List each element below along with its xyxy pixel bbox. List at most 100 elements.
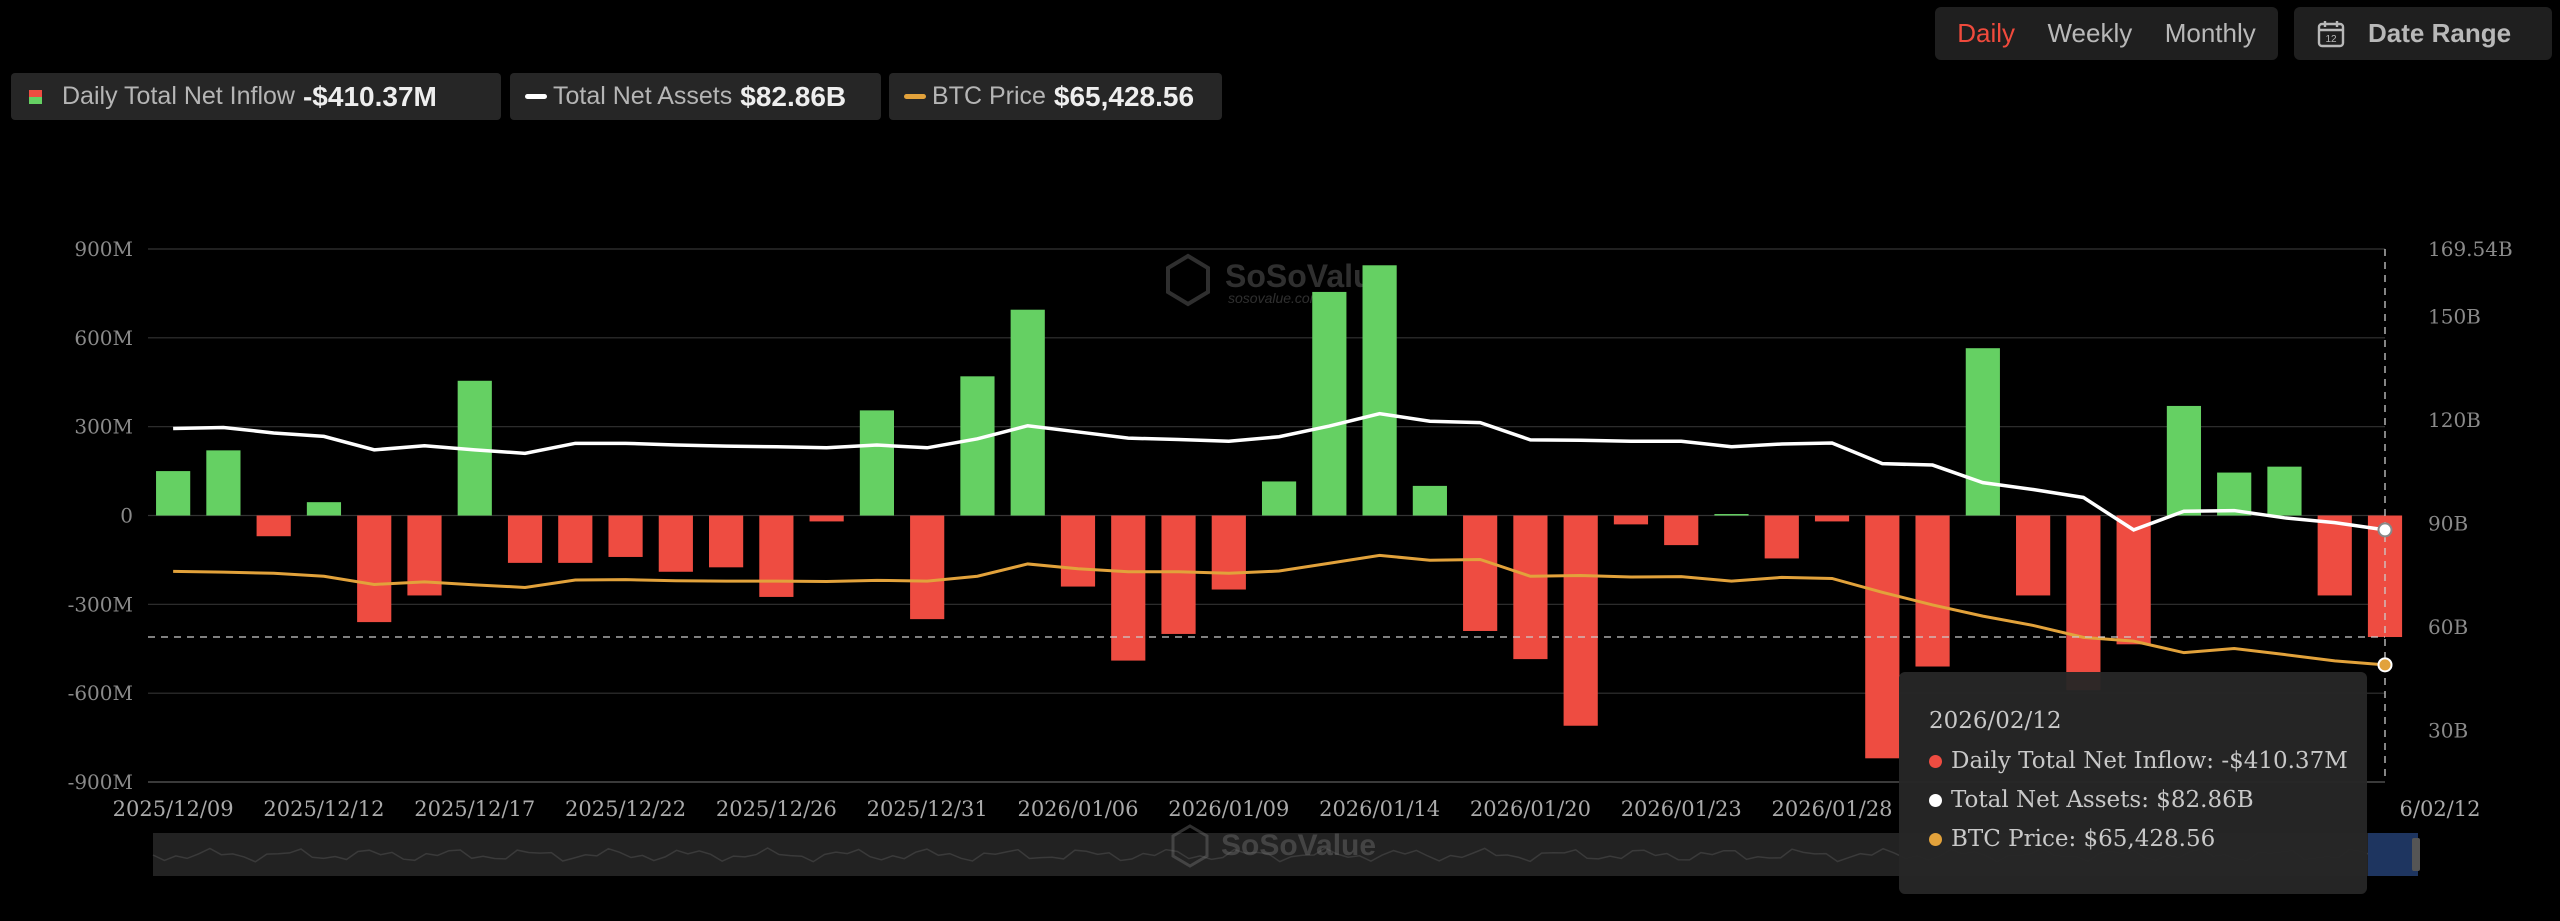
inflow-bar[interactable] — [1915, 515, 1950, 667]
svg-text:12: 12 — [2325, 34, 2337, 45]
tooltip-assets: Total Net Assets: $82.86B — [1951, 787, 2254, 813]
inflow-bar[interactable] — [1312, 291, 1347, 516]
legend-inflow-name: Daily Total Net Inflow — [62, 82, 295, 110]
inflow-bar[interactable] — [1261, 481, 1297, 516]
left-axis-tick: 900M — [74, 237, 133, 261]
inflow-bar[interactable] — [2016, 515, 2051, 596]
assets-dot-icon — [1929, 793, 1942, 807]
assets-hover-marker — [2377, 522, 2393, 538]
legend-btc-value: $65,428.56 — [1053, 80, 1195, 112]
inflow-bar[interactable] — [1563, 515, 1598, 726]
range-daily-button[interactable]: Daily — [1957, 18, 2016, 48]
inflow-bar[interactable] — [1211, 515, 1246, 590]
legend-inflow-value: -$410.37M — [302, 80, 437, 112]
inflow-bar[interactable] — [156, 471, 191, 516]
watermark-domain: sosovalue.com — [1228, 290, 1322, 306]
inflow-bar[interactable] — [256, 515, 291, 537]
inflow-bar[interactable] — [608, 515, 643, 557]
inflow-bar[interactable] — [2267, 466, 2302, 516]
tooltip-btc: BTC Price: $65,428.56 — [1951, 826, 2216, 852]
btc-hover-marker — [2377, 657, 2393, 673]
inflow-legend-icon — [29, 89, 42, 104]
x-axis-tick: 2025/12/22 — [565, 797, 686, 821]
inflow-bar[interactable] — [1814, 515, 1850, 522]
legend-assets-value: $82.86B — [740, 80, 847, 112]
assets-legend-icon — [525, 94, 547, 99]
sosovalue-logo-icon — [1166, 253, 1210, 307]
range-monthly-button[interactable]: Monthly — [2164, 18, 2256, 48]
x-axis-tick: 2026/01/09 — [1168, 797, 1289, 821]
btc-legend-icon — [904, 94, 926, 99]
x-axis-tick: 2026/01/06 — [1017, 797, 1138, 821]
legend-assets[interactable]: Total Net Assets $82.86B — [510, 73, 881, 120]
inflow-bar[interactable] — [759, 515, 794, 597]
legend-btc-name: BTC Price — [932, 82, 1046, 110]
legend-inflow[interactable]: Daily Total Net Inflow -$410.37M — [11, 73, 501, 120]
x-axis-tick: 2025/12/17 — [414, 797, 535, 821]
watermark: SoSoValue sosovalue.com — [1166, 253, 1390, 307]
x-axis-tick: 2025/12/31 — [867, 797, 988, 821]
inflow-bar[interactable] — [1965, 348, 2000, 516]
inflow-bar[interactable] — [910, 515, 945, 620]
right-axis-tick: 120B — [2428, 408, 2481, 432]
x-axis-tick: 2025/12/09 — [113, 797, 234, 821]
net-assets-line — [173, 411, 2386, 532]
inflow-bar[interactable] — [1463, 515, 1498, 631]
inflow-bar[interactable] — [1161, 515, 1196, 634]
date-range-button[interactable]: 12 Date Range — [2294, 7, 2552, 60]
x-axis-tick: 2026/01/23 — [1621, 797, 1742, 821]
inflow-bar[interactable] — [1412, 485, 1447, 516]
tooltip-inflow-row: Daily Total Net Inflow: -$410.37M — [1929, 748, 2367, 774]
x-axis-tick: 2026/01/14 — [1319, 797, 1440, 821]
inflow-bar[interactable] — [809, 515, 844, 522]
navigator-selection[interactable] — [2368, 833, 2418, 876]
right-axis-tick: 60B — [2428, 615, 2468, 639]
right-axis-tick: 30B — [2428, 718, 2468, 742]
left-axis-tick: 0 — [120, 504, 133, 528]
inflow-bar[interactable] — [2166, 405, 2202, 516]
inflow-bar[interactable] — [859, 410, 895, 516]
inflow-bar[interactable] — [960, 376, 995, 516]
inflow-bar[interactable] — [1664, 515, 1699, 546]
right-axis-tick: 169.54B — [2428, 237, 2513, 261]
inflow-bar[interactable] — [1714, 514, 1749, 516]
navigator-handle[interactable] — [2412, 838, 2420, 871]
inflow-bar[interactable] — [206, 450, 241, 516]
navigator-watermark: SoSoValue — [1171, 824, 1376, 868]
inflow-bar[interactable] — [306, 502, 342, 516]
inflow-bar[interactable] — [658, 515, 693, 572]
chart-tooltip: 2026/02/12 Daily Total Net Inflow: -$410… — [1899, 672, 2367, 894]
inflow-bar[interactable] — [1513, 515, 1548, 660]
tooltip-btc-row: BTC Price: $65,428.56 — [1929, 826, 2367, 852]
tooltip-date: 2026/02/12 — [1929, 708, 2062, 734]
legend-btc[interactable]: BTC Price $65,428.56 — [889, 73, 1222, 120]
left-axis-tick: -300M — [68, 592, 133, 616]
inflow-bar[interactable] — [357, 515, 392, 623]
inflow-bar[interactable] — [1111, 515, 1146, 661]
inflow-bar[interactable] — [1764, 515, 1799, 559]
inflow-bar[interactable] — [709, 515, 744, 568]
left-axis-tick: 600M — [74, 326, 133, 350]
inflow-bar[interactable] — [2066, 515, 2101, 691]
btc-dot-icon — [1929, 832, 1942, 846]
inflow-bar[interactable] — [2116, 515, 2151, 645]
inflow-bar[interactable] — [507, 515, 543, 563]
inflow-bar[interactable] — [1362, 265, 1397, 516]
left-axis-tick: -900M — [68, 770, 133, 794]
range-weekly-button[interactable]: Weekly — [2047, 18, 2133, 48]
axes: -900M -600M -300M 0 300M 600M 900M 30B 60B 90B 120… — [68, 237, 2513, 821]
right-axis-tick: 150B — [2428, 304, 2481, 328]
btc-price-line — [173, 553, 2386, 667]
calendar-icon: 12 — [2317, 20, 2345, 47]
inflow-bar[interactable] — [2317, 515, 2352, 596]
inflow-bar[interactable] — [1613, 515, 1649, 525]
legend-assets-name: Total Net Assets — [553, 82, 733, 110]
inflow-bar[interactable] — [1060, 515, 1096, 587]
inflow-bar[interactable] — [2217, 472, 2252, 516]
inflow-bar[interactable] — [558, 515, 593, 563]
series-lines — [173, 411, 2386, 667]
tooltip-assets-row: Total Net Assets: $82.86B — [1929, 787, 2367, 813]
inflow-bar[interactable] — [1010, 309, 1045, 516]
left-axis-tick: -600M — [68, 681, 133, 705]
